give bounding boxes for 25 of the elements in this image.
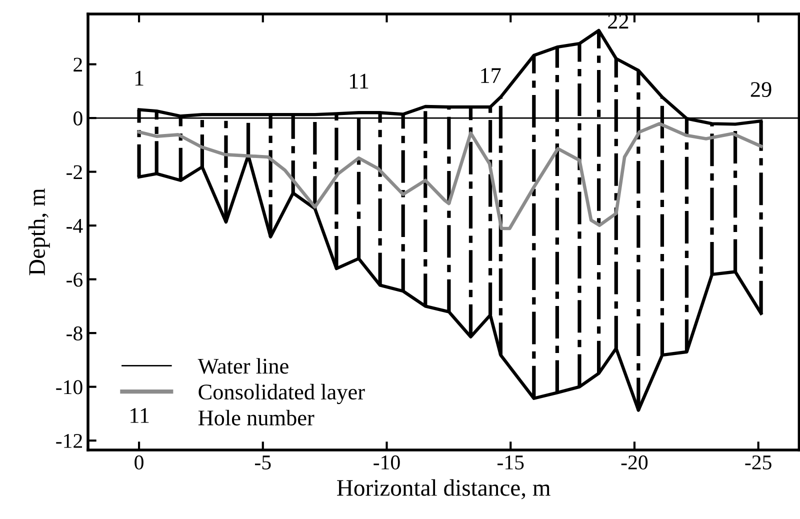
annotation: 17 <box>481 68 501 83</box>
y-tick-label: -12 <box>56 434 82 448</box>
x-axis-title: Horizontal distance, m <box>337 479 550 500</box>
x-tick-label: -10 <box>374 455 400 470</box>
legend-label: Water line <box>198 358 288 374</box>
annotation: 1 <box>135 70 144 86</box>
annotation: 11 <box>350 74 368 88</box>
y-tick-label: -4 <box>66 219 83 233</box>
legend-label: Consolidated layer <box>198 384 365 404</box>
y-tick-label: -8 <box>66 326 82 340</box>
x-tick-label: -15 <box>498 456 524 470</box>
text: 11 <box>130 408 149 423</box>
annotation: 29 <box>750 82 772 98</box>
x-tick-label: -5 <box>254 456 271 470</box>
x-tick-label: -25 <box>745 455 772 470</box>
y-axis-title: Depth, m <box>28 188 50 276</box>
annotation: Hole number <box>198 410 314 426</box>
y-tick-label: -10 <box>56 380 82 394</box>
x-tick-label: -20 <box>621 455 648 470</box>
x-tick-label: 0 <box>134 455 144 470</box>
y-tick-label: 2 <box>74 58 82 72</box>
y-tick-label: -2 <box>66 165 82 180</box>
y-tick-label: 0 <box>74 111 82 126</box>
line-series <box>137 122 763 230</box>
y-tick-label: -6 <box>66 272 83 287</box>
